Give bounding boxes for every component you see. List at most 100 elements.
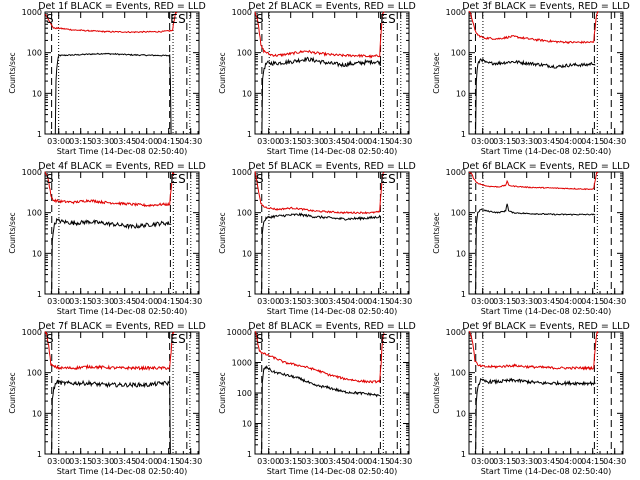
x-tick-label: 04:15 [157,297,180,306]
end-start-marker: S [178,332,186,346]
panel-det-6: Det 6f BLACK = Events, RED = LLD 1 10 100 10… [432,161,630,316]
panel-det-4: Det 4f BLACK = Events, RED = LLD 1 10 100 10… [8,161,206,316]
x-tick-label: 03:00 [471,137,494,146]
panel-title: Det 2f BLACK = Events, RED = LLD [248,1,416,12]
x-tick-label: 03:00 [471,457,494,466]
x-tick-label: 03:45 [113,297,136,306]
y-tick-label: 1000 [22,168,42,177]
panel-det-8: Det 8f BLACK = Events, RED = LLD 1 10 100 10… [218,321,416,476]
x-axis-label: Start Time (14-Dec-08 02:50:40) [267,147,398,156]
x-tick-label: 03:30 [515,457,538,466]
y-axis-label: Counts/sec [8,372,17,413]
x-tick-label: 04:30 [389,297,412,306]
y-tick-label: 100 [451,369,466,378]
end-start-marker: S [178,172,186,186]
series-lld-line [468,330,599,371]
x-tick-label: 04:15 [367,457,390,466]
panel-title: Det 8f BLACK = Events, RED = LLD [248,321,416,332]
y-tick-label: 100 [237,209,252,218]
y-axis-label: Counts/sec [432,372,441,413]
start-marker: S [46,172,54,186]
y-tick-label: 100 [451,209,466,218]
y-axis-label: Counts/sec [8,52,17,93]
x-axis-label: Start Time (14-Dec-08 02:50:40) [481,467,612,476]
x-tick-label: 03:45 [537,137,560,146]
y-axis-label: Counts/sec [432,212,441,253]
series-lld-line [254,171,385,215]
series-events-line [261,56,382,135]
x-tick-label: 03:00 [47,457,70,466]
end-start-marker: S [178,12,186,26]
series-events-line [475,377,596,455]
y-axis-label: Counts/sec [218,52,227,93]
x-tick-label: 03:45 [323,297,346,306]
start-marker: S [46,12,54,26]
x-tick-label: 04:15 [367,297,390,306]
y-tick-label: 1000 [22,8,42,17]
x-tick-label: 04:30 [603,457,626,466]
x-axis-label: Start Time (14-Dec-08 02:50:40) [267,467,398,476]
panel-title: Det 1f BLACK = Events, RED = LLD [38,1,206,12]
x-tick-label: 03:15 [279,457,302,466]
series-lld-line [468,10,599,45]
y-tick-label: 1000 [446,8,466,17]
x-tick-label: 04:15 [367,137,390,146]
end-marker: E [380,172,388,186]
y-tick-label: 10 [456,89,466,98]
x-tick-label: 04:30 [603,137,626,146]
x-axis-label: Start Time (14-Dec-08 02:50:40) [267,307,398,316]
y-tick-label: 1000 [232,359,252,368]
y-tick-label: 10 [242,420,252,429]
series-lld-line [468,171,599,191]
x-axis-label: Start Time (14-Dec-08 02:50:40) [481,147,612,156]
panel-title: Det 3f BLACK = Events, RED = LLD [462,1,630,12]
y-tick-label: 1000 [232,8,252,17]
x-tick-label: 03:15 [279,297,302,306]
y-tick-label: 1 [461,290,466,299]
y-tick-label: 10 [242,89,252,98]
panel-det-2: Det 2f BLACK = Events, RED = LLD 1 10 100 10… [218,1,416,156]
panel-det-7: Det 7f BLACK = Events, RED = LLD 1 10 100 10… [8,321,206,476]
series-lld-line [44,171,175,208]
y-tick-label: 100 [27,369,42,378]
panel-title: Det 5f BLACK = Events, RED = LLD [248,161,416,172]
x-tick-label: 04:00 [135,137,158,146]
x-tick-label: 03:15 [493,297,516,306]
x-tick-label: 03:45 [113,457,136,466]
x-tick-label: 03:15 [279,137,302,146]
x-tick-label: 03:30 [515,137,538,146]
x-tick-label: 03:15 [69,137,92,146]
x-tick-label: 04:00 [559,457,582,466]
x-axis-label: Start Time (14-Dec-08 02:50:40) [481,307,612,316]
plot-frame [44,11,200,135]
series-lld-line [254,330,385,384]
y-tick-label: 10 [32,409,42,418]
y-tick-label: 1 [37,290,42,299]
y-tick-label: 1 [461,130,466,139]
panel-det-9: Det 9f BLACK = Events, RED = LLD 1 10 100 10… [432,321,630,476]
plot-frame [44,331,200,455]
y-tick-label: 1000 [446,168,466,177]
x-tick-label: 03:45 [323,457,346,466]
x-tick-label: 04:30 [389,137,412,146]
end-marker: E [380,332,388,346]
y-tick-label: 10 [32,89,42,98]
x-tick-label: 04:15 [157,137,180,146]
x-tick-label: 04:30 [389,457,412,466]
series-events-line [51,379,172,455]
x-tick-label: 04:00 [135,297,158,306]
end-start-marker: S [388,172,396,186]
series-events-line [475,203,596,295]
x-axis-label: Start Time (14-Dec-08 02:50:40) [57,307,188,316]
plot-frame [468,331,624,455]
y-tick-label: 1 [247,450,252,459]
y-axis-label: Counts/sec [218,372,227,413]
plot-frame [468,171,624,295]
y-tick-label: 100 [27,209,42,218]
series-events-line [261,365,382,455]
x-tick-label: 04:00 [135,457,158,466]
x-tick-label: 04:00 [345,297,368,306]
y-tick-label: 10000 [227,328,252,337]
end-start-marker: S [388,332,396,346]
